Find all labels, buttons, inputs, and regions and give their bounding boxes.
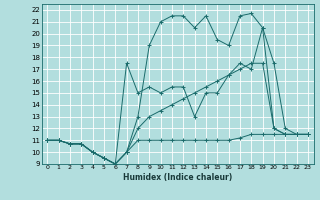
X-axis label: Humidex (Indice chaleur): Humidex (Indice chaleur) bbox=[123, 173, 232, 182]
